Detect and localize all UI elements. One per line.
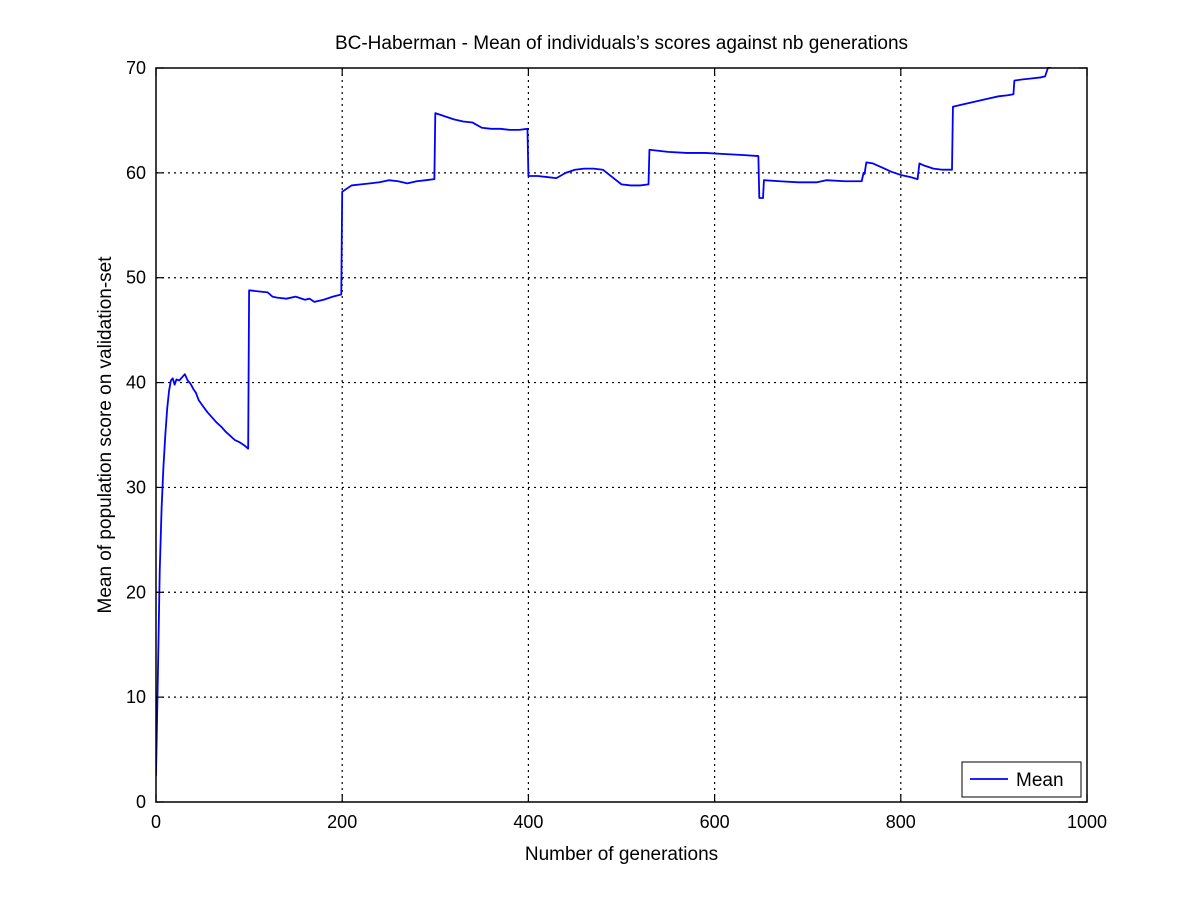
y-axis-label: Mean of population score on validation-s…	[95, 256, 116, 614]
y-tick-label: 40	[126, 373, 146, 393]
x-tick-label: 200	[327, 812, 357, 832]
y-tick-label: 70	[126, 58, 146, 78]
legend-label-mean: Mean	[1016, 770, 1064, 791]
y-tick-label: 60	[126, 163, 146, 183]
x-tick-label: 600	[700, 812, 730, 832]
x-axis-label: Number of generations	[525, 844, 718, 865]
x-tick-label: 0	[151, 812, 161, 832]
y-tick-label: 0	[136, 792, 146, 812]
series-line-mean	[156, 67, 1052, 776]
grid-lines	[156, 68, 1087, 802]
y-tick-label: 10	[126, 687, 146, 707]
legend: Mean	[961, 761, 1082, 798]
chart-title: BC-Haberman - Mean of individuals’s scor…	[335, 33, 908, 54]
y-tick-label: 30	[126, 477, 146, 497]
axis-ticks: 0 200 400 600 800 1000 0 10 20 30 40 50 60 70	[126, 58, 1107, 832]
y-tick-label: 50	[126, 268, 146, 288]
x-tick-label: 800	[886, 812, 916, 832]
x-tick-label: 1000	[1067, 812, 1107, 832]
series-layer	[156, 67, 1052, 776]
y-tick-label: 20	[126, 582, 146, 602]
x-tick-label: 400	[513, 812, 543, 832]
plot-frame	[155, 67, 1088, 803]
